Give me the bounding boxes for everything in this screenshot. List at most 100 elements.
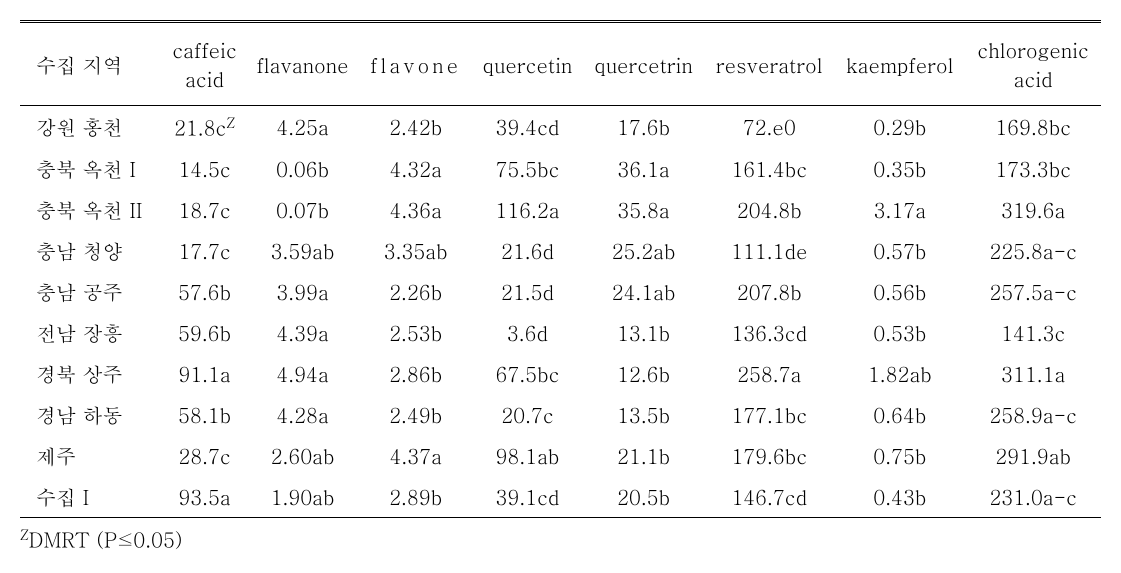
cell-value: 4.25a [246, 106, 360, 148]
cell-value: 14.5c [163, 148, 245, 189]
table-row: 수집 I93.5a1.90ab2.89b39.1cd20.5b146.7cd0.… [20, 476, 1101, 518]
cell-value: 1.82ab [834, 353, 965, 394]
cell-value: 225.8a-c [965, 230, 1101, 271]
cell-value: 4.28a [246, 394, 360, 435]
table-row: 강원 홍천21.8cZ4.25a2.42b39.4cd17.6b72.e00.2… [20, 106, 1101, 148]
header-region: 수집 지역 [20, 22, 163, 106]
cell-value: 2.60ab [246, 435, 360, 476]
cell-value: 28.7c [163, 435, 245, 476]
cell-value: 59.6b [163, 312, 245, 353]
table-row: 충북 옥천 I14.5c0.06b4.32a75.5bc36.1a161.4bc… [20, 148, 1101, 189]
cell-value: 3.6d [472, 312, 583, 353]
cell-value: 231.0a-c [965, 476, 1101, 518]
cell-value: 2.26b [359, 271, 471, 312]
cell-value: 141.3c [965, 312, 1101, 353]
header-resveratrol: resveratrol [704, 22, 834, 106]
cell-value: 204.8b [704, 189, 834, 230]
cell-value: 2.86b [359, 353, 471, 394]
cell-value: 169.8bc [965, 106, 1101, 148]
footnote-text: DMRT (P≤0.05) [29, 524, 183, 553]
cell-value: 319.6a [965, 189, 1101, 230]
cell-value: 3.99a [246, 271, 360, 312]
cell-value: 258.7a [704, 353, 834, 394]
cell-value: 12.6b [583, 353, 704, 394]
cell-value: 25.2ab [583, 230, 704, 271]
cell-region: 충북 옥천 II [20, 189, 163, 230]
cell-value: 39.4cd [472, 106, 583, 148]
cell-value: 0.56b [834, 271, 965, 312]
cell-value: 311.1a [965, 353, 1101, 394]
cell-value: 116.2a [472, 189, 583, 230]
cell-value: 257.5a-c [965, 271, 1101, 312]
header-row: 수집 지역 caffeic acid flavanone flavone que… [20, 22, 1101, 106]
table-row: 충북 옥천 II18.7c0.07b4.36a116.2a35.8a204.8b… [20, 189, 1101, 230]
cell-region: 제주 [20, 435, 163, 476]
cell-value: 21.6d [472, 230, 583, 271]
cell-value: 3.35ab [359, 230, 471, 271]
cell-value: 0.35b [834, 148, 965, 189]
cell-region: 경북 상주 [20, 353, 163, 394]
cell-value: 21.5d [472, 271, 583, 312]
cell-region: 수집 I [20, 476, 163, 518]
header-kaempferol: kaempferol [834, 22, 965, 106]
cell-value: 17.6b [583, 106, 704, 148]
table-row: 충남 청양17.7c3.59ab3.35ab21.6d25.2ab111.1de… [20, 230, 1101, 271]
cell-value: 179.6bc [704, 435, 834, 476]
header-quercetrin: quercetrin [583, 22, 704, 106]
cell-value: 0.06b [246, 148, 360, 189]
cell-value: 291.9ab [965, 435, 1101, 476]
cell-superscript: Z [226, 112, 235, 132]
cell-value: 24.1ab [583, 271, 704, 312]
cell-region: 충북 옥천 I [20, 148, 163, 189]
header-quercetin: quercetin [472, 22, 583, 106]
cell-value: 146.7cd [704, 476, 834, 518]
cell-value: 21.1b [583, 435, 704, 476]
cell-value: 2.53b [359, 312, 471, 353]
cell-value: 111.1de [704, 230, 834, 271]
footnote: ZDMRT (P≤0.05) [20, 518, 1101, 554]
cell-value: 39.1cd [472, 476, 583, 518]
cell-region: 충남 공주 [20, 271, 163, 312]
header-flavone: flavone [359, 22, 471, 106]
cell-value: 3.59ab [246, 230, 360, 271]
cell-value: 4.36a [359, 189, 471, 230]
header-chlorogenic: chlorogenic acid [965, 22, 1101, 106]
header-flavanone: flavanone [246, 22, 360, 106]
cell-value: 4.32a [359, 148, 471, 189]
cell-value: 4.37a [359, 435, 471, 476]
cell-value: 67.5bc [472, 353, 583, 394]
cell-value: 20.5b [583, 476, 704, 518]
table-row: 전남 장흥59.6b4.39a2.53b3.6d13.1b136.3cd0.53… [20, 312, 1101, 353]
cell-value: 136.3cd [704, 312, 834, 353]
cell-value: 91.1a [163, 353, 245, 394]
cell-value: 57.6b [163, 271, 245, 312]
cell-value: 4.94a [246, 353, 360, 394]
cell-value: 13.5b [583, 394, 704, 435]
cell-value: 173.3bc [965, 148, 1101, 189]
cell-value: 0.75b [834, 435, 965, 476]
cell-region: 경남 하동 [20, 394, 163, 435]
cell-value: 0.43b [834, 476, 965, 518]
cell-value: 35.8a [583, 189, 704, 230]
cell-value: 161.4bc [704, 148, 834, 189]
cell-value: 177.1bc [704, 394, 834, 435]
cell-value: 1.90ab [246, 476, 360, 518]
table-row: 충남 공주57.6b3.99a2.26b21.5d24.1ab207.8b0.5… [20, 271, 1101, 312]
table-row: 경남 하동58.1b4.28a2.49b20.7c13.5b177.1bc0.6… [20, 394, 1101, 435]
cell-value: 0.07b [246, 189, 360, 230]
cell-value: 20.7c [472, 394, 583, 435]
cell-value: 258.9a-c [965, 394, 1101, 435]
table-row: 제주28.7c2.60ab4.37a98.1ab21.1b179.6bc0.75… [20, 435, 1101, 476]
table-body: 강원 홍천21.8cZ4.25a2.42b39.4cd17.6b72.e00.2… [20, 106, 1101, 518]
cell-value: 0.53b [834, 312, 965, 353]
cell-value: 17.7c [163, 230, 245, 271]
cell-value: 2.89b [359, 476, 471, 518]
table-row: 경북 상주91.1a4.94a2.86b67.5bc12.6b258.7a1.8… [20, 353, 1101, 394]
data-table: 수집 지역 caffeic acid flavanone flavone que… [20, 20, 1101, 518]
cell-value: 207.8b [704, 271, 834, 312]
header-caffeic: caffeic acid [163, 22, 245, 106]
cell-value: 3.17a [834, 189, 965, 230]
cell-region: 충남 청양 [20, 230, 163, 271]
cell-value: 0.57b [834, 230, 965, 271]
cell-value: 13.1b [583, 312, 704, 353]
